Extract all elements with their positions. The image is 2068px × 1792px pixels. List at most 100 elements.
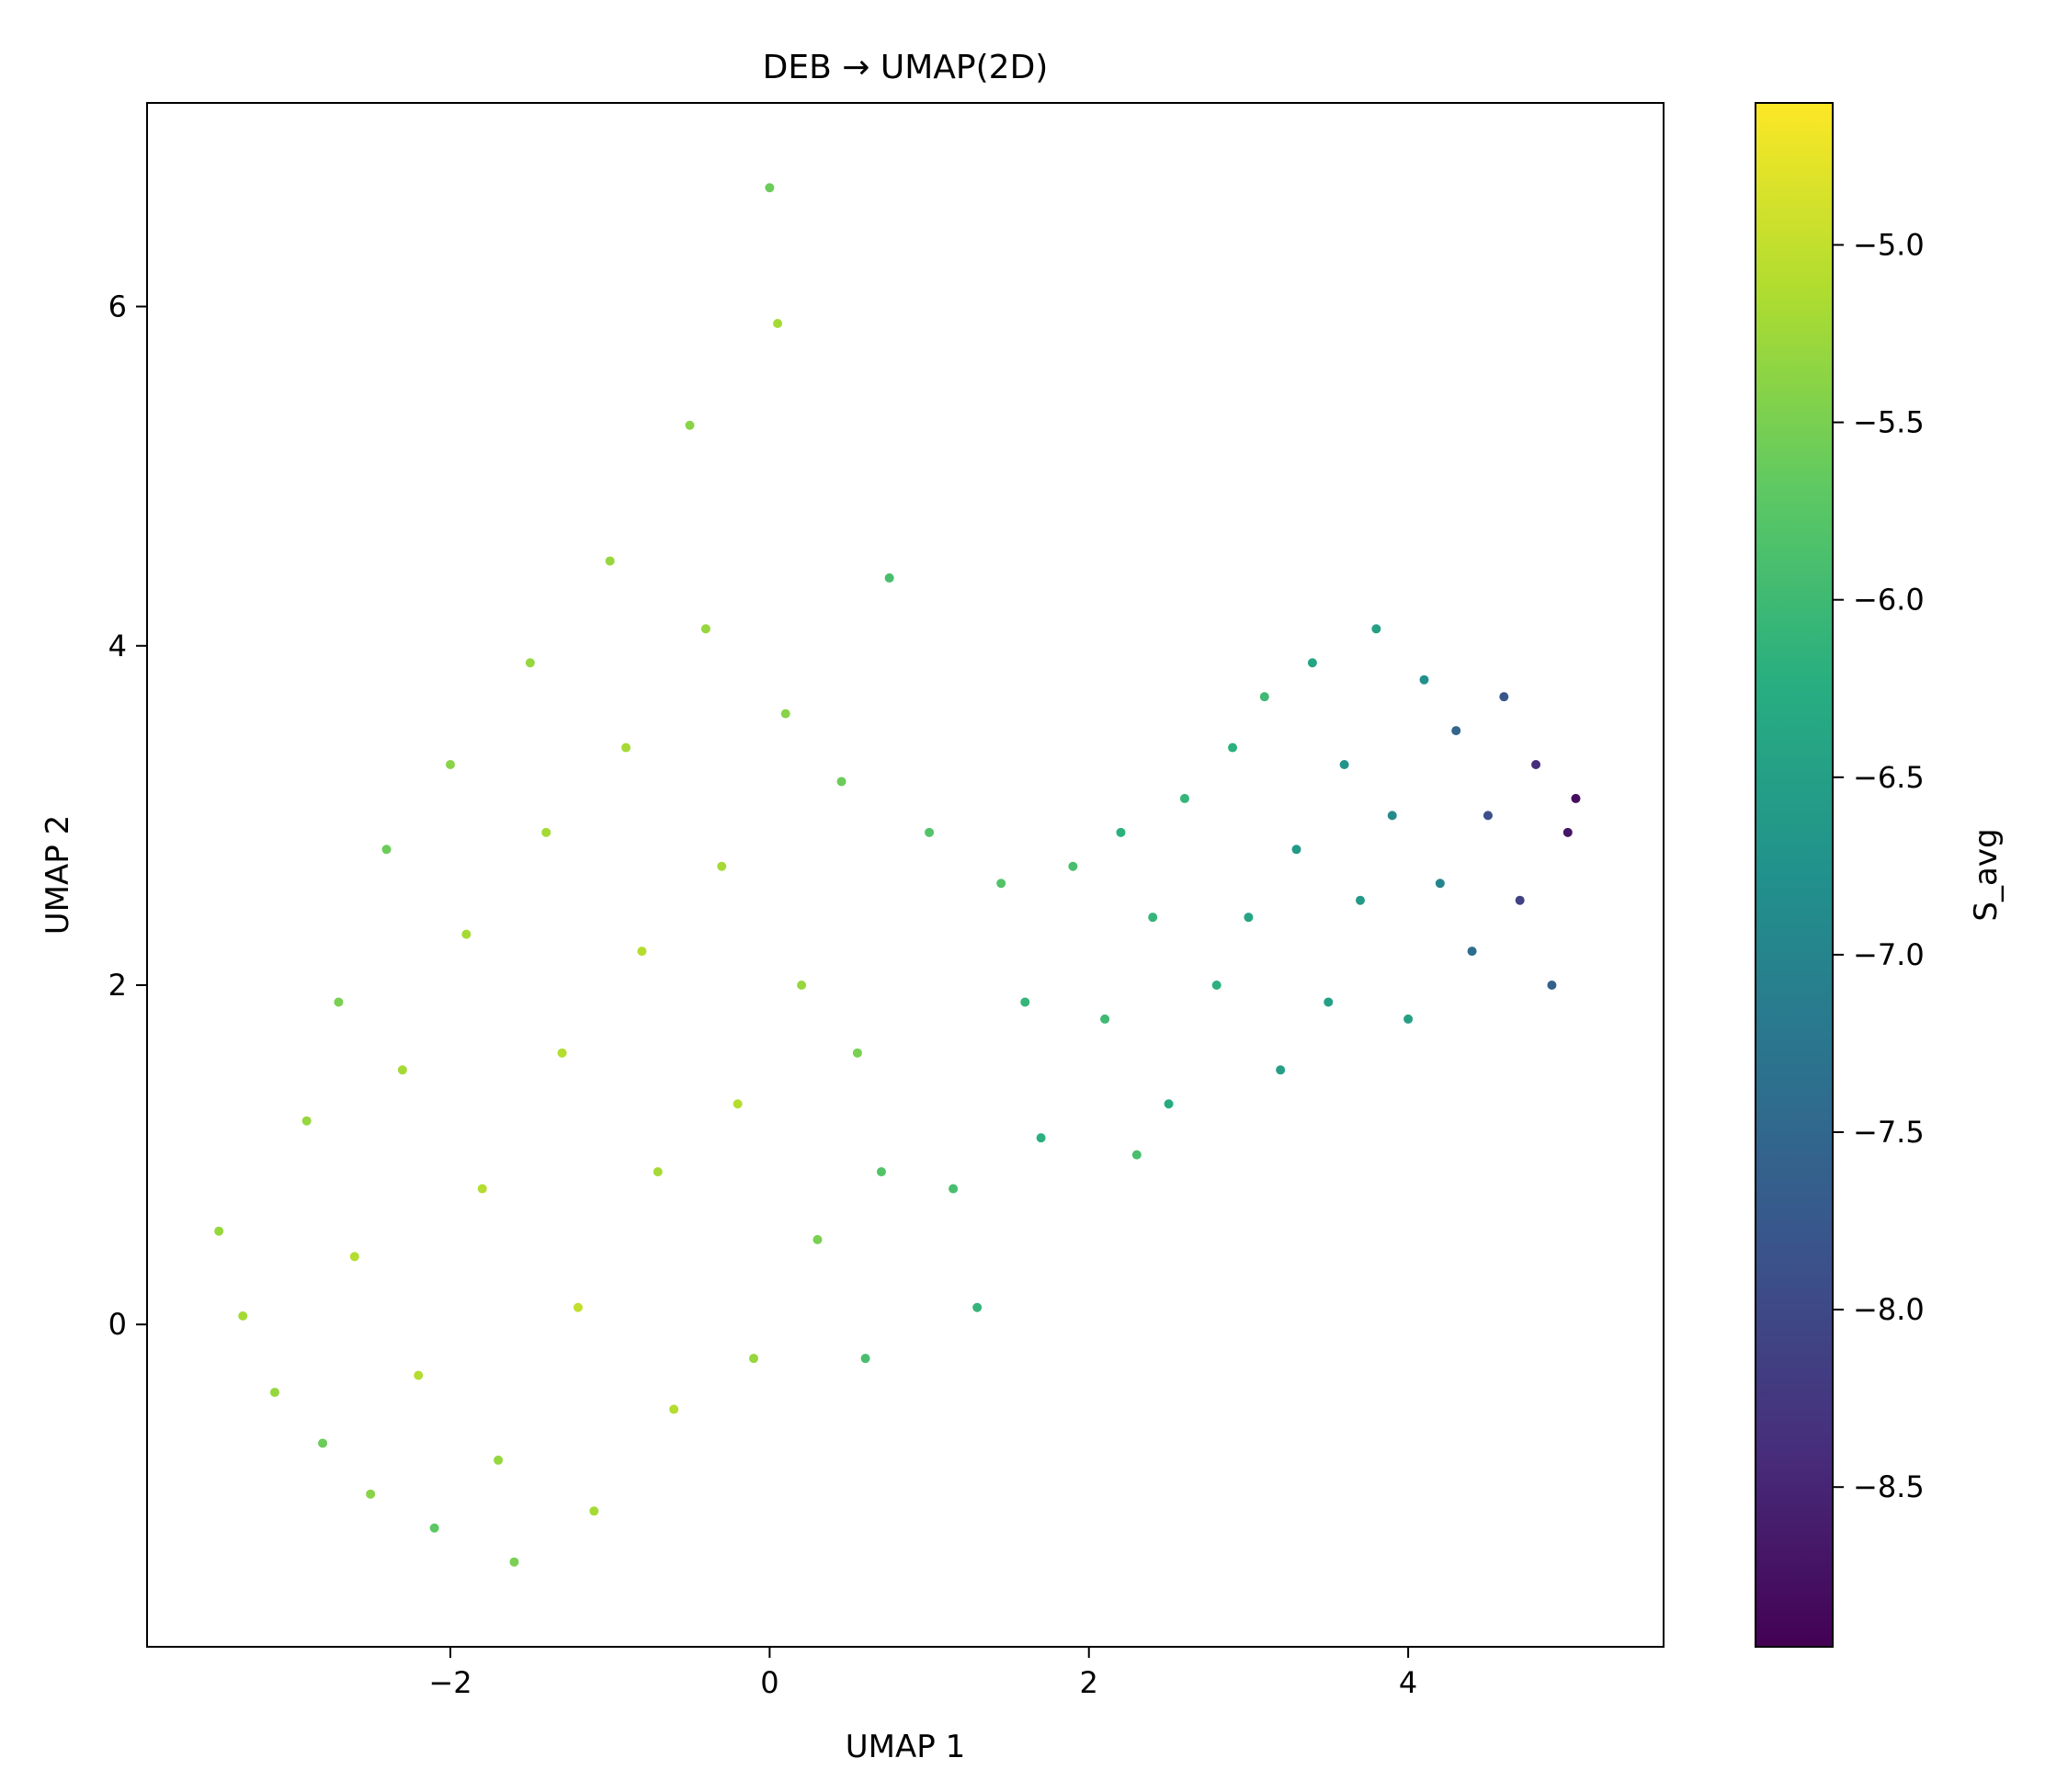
scatter-point (685, 420, 695, 430)
scatter-point (414, 1370, 424, 1380)
colorbar-tick-label: −7.5 (1853, 1115, 1925, 1150)
scatter-point (996, 879, 1006, 889)
scatter-point (1435, 879, 1445, 889)
y-tick-label: 4 (108, 629, 127, 663)
scatter-point (780, 709, 790, 719)
scatter-point (1571, 793, 1581, 803)
colorbar-tick-label: −7.0 (1853, 937, 1925, 972)
scatter-point (1531, 760, 1541, 769)
scatter-point (1515, 895, 1525, 905)
scatter-point (773, 319, 783, 328)
scatter-point (1356, 895, 1365, 905)
colorbar-axis: −5.0 −5.5 −6.0 −6.5 −7.0 −7.5 −8.0 −8.5 (1833, 227, 1925, 1504)
x-tick-label: −2 (428, 1665, 472, 1700)
scatter-point (1419, 675, 1429, 685)
scatter-point (836, 777, 847, 787)
scatter-point (1403, 1014, 1414, 1024)
scatter-point (366, 1489, 376, 1499)
scatter-point (269, 1388, 279, 1398)
scatter-point (1020, 997, 1030, 1007)
scatter-point (429, 1523, 439, 1533)
scatter-point (557, 1048, 567, 1058)
colorbar-tick-label: −6.0 (1853, 583, 1925, 618)
x-axis-label: UMAP 1 (846, 1729, 965, 1765)
scatter-point (1179, 793, 1189, 803)
y-tick-label: 6 (108, 289, 127, 324)
scatter-point (1259, 692, 1269, 702)
colorbar-tick-label: −6.5 (1853, 760, 1925, 795)
scatter-point (797, 981, 807, 990)
x-axis: −2 0 2 4 (428, 1647, 1417, 1700)
scatter-point (1036, 1133, 1046, 1143)
scatter-point (446, 760, 455, 769)
scatter-point (509, 1557, 519, 1567)
scatter-point (589, 1506, 599, 1516)
colorbar-tick-label: −5.5 (1853, 405, 1925, 440)
scatter-point (669, 1404, 679, 1414)
scatter-point (717, 861, 727, 871)
scatter-point (765, 183, 775, 193)
scatter-point (1547, 981, 1557, 990)
scatter-point (1387, 811, 1397, 821)
scatter-point (621, 743, 631, 753)
scatter-point (573, 1302, 583, 1312)
chart-title: DEB → UMAP(2D) (763, 49, 1049, 86)
scatter-point (860, 1354, 870, 1364)
scatter-point (1324, 997, 1334, 1007)
scatter-point (733, 1099, 743, 1109)
scatter-point (1291, 845, 1301, 855)
scatter-points (214, 183, 1581, 1567)
scatter-point (494, 1455, 504, 1465)
scatter-point (1131, 1150, 1142, 1160)
scatter-point (700, 624, 710, 634)
scatter-point (1451, 726, 1461, 736)
y-axis-label: UMAP 2 (40, 815, 76, 935)
scatter-point (852, 1048, 862, 1058)
scatter-point (1499, 692, 1509, 702)
scatter-point (925, 827, 935, 837)
scatter-point (1276, 1065, 1286, 1075)
scatter-point (301, 1116, 312, 1126)
plot-frame (146, 102, 1665, 1648)
scatter-point (1483, 811, 1493, 821)
scatter-point (972, 1302, 983, 1312)
y-axis: 0 2 4 6 (108, 289, 147, 1342)
scatter-point (461, 929, 472, 939)
scatter-point (605, 556, 615, 566)
scatter-point (1228, 743, 1238, 753)
scatter-point (1100, 1014, 1110, 1024)
scatter-point (653, 1167, 663, 1177)
scatter-point (318, 1438, 328, 1448)
scatter-point (1068, 861, 1078, 871)
scatter-point (1562, 827, 1573, 837)
scatter-point (214, 1226, 224, 1236)
colorbar (1755, 102, 1834, 1648)
x-tick-label: 2 (1080, 1665, 1098, 1700)
colorbar-tick-label: −5.0 (1853, 227, 1925, 262)
scatter-point (349, 1252, 359, 1262)
scatter-point (1164, 1099, 1174, 1109)
scatter-point (1116, 827, 1126, 837)
x-tick-label: 0 (760, 1665, 778, 1700)
scatter-point (1467, 947, 1477, 957)
colorbar-label: S_avg (1968, 828, 2005, 921)
scatter-point (1307, 658, 1317, 668)
scatter-point (1148, 913, 1158, 923)
scatter-point (1244, 913, 1254, 923)
scatter-point (1211, 981, 1221, 990)
scatter-point (1339, 760, 1349, 769)
x-tick-label: 4 (1399, 1665, 1417, 1700)
scatter-point (381, 845, 392, 855)
scatter-point (876, 1167, 886, 1177)
scatter-point (949, 1184, 959, 1194)
scatter-point (397, 1065, 407, 1075)
scatter-point (238, 1311, 248, 1321)
scatter-point (477, 1184, 487, 1194)
scatter-point (525, 658, 535, 668)
scatter-point (334, 997, 344, 1007)
scatter-point (637, 947, 647, 957)
y-tick-label: 0 (108, 1307, 127, 1342)
scatter-point (1371, 624, 1381, 634)
scatter-point (541, 827, 551, 837)
